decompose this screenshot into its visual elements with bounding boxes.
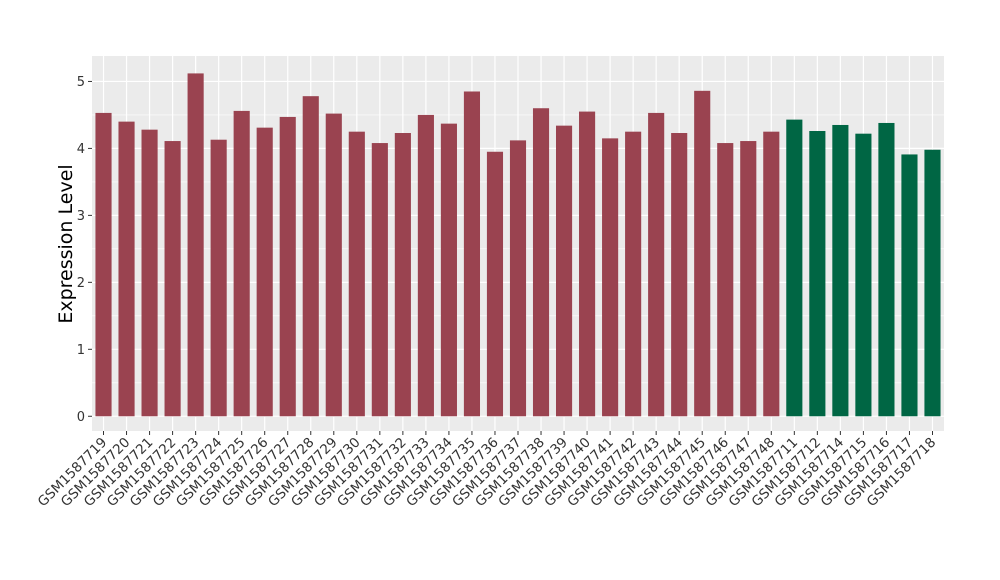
y-tick-label: 3: [77, 209, 85, 224]
bar-GSM1587731: [371, 143, 388, 417]
bar-GSM1587734: [440, 123, 457, 417]
bar-GSM1587735: [463, 91, 481, 417]
bar-GSM1587720: [118, 121, 135, 417]
bar-GSM1587746: [717, 143, 734, 417]
bar-GSM1587722: [164, 141, 181, 417]
x-axis: GSM1587719GSM1587720GSM1587721GSM1587722…: [35, 431, 939, 510]
bar-GSM1587725: [233, 110, 250, 417]
bar-GSM1587736: [486, 151, 504, 417]
bar-GSM1587717: [901, 154, 918, 417]
bar-GSM1587737: [509, 140, 527, 417]
bar-GSM1587747: [740, 141, 757, 417]
y-axis-label: Expression Level: [55, 164, 77, 323]
bar-GSM1587714: [832, 124, 849, 417]
bar-GSM1587718: [924, 149, 941, 417]
bar-GSM1587744: [671, 133, 688, 417]
y-tick-label: 2: [77, 276, 85, 291]
bar-GSM1587730: [348, 131, 365, 417]
bar-GSM1587723: [187, 73, 204, 417]
bar-GSM1587716: [878, 122, 895, 417]
bar-GSM1587742: [625, 131, 642, 417]
bar-GSM1587743: [648, 112, 665, 417]
bar-GSM1587732: [394, 133, 411, 417]
bar-GSM1587745: [694, 90, 711, 417]
bar-GSM1587740: [579, 111, 596, 417]
bar-GSM1587739: [555, 125, 573, 417]
bar-GSM1587727: [279, 116, 296, 417]
bar-GSM1587741: [602, 138, 619, 417]
bar-GSM1587711: [786, 119, 803, 417]
bar-GSM1587738: [532, 108, 550, 417]
y-tick-label: 1: [77, 343, 85, 358]
bar-GSM1587726: [256, 127, 273, 417]
bars: [95, 73, 941, 417]
y-tick-label: 0: [77, 410, 85, 425]
bar-GSM1587748: [763, 131, 780, 417]
y-axis: 0 1 2 3 4 5: [77, 75, 92, 425]
bar-GSM1587724: [210, 139, 227, 417]
bar-GSM1587715: [855, 133, 872, 417]
bar-GSM1587729: [325, 113, 342, 417]
y-tick-label: 4: [77, 142, 85, 157]
bar-GSM1587719: [95, 112, 112, 417]
bar-GSM1587721: [141, 129, 158, 417]
y-tick-label: 5: [77, 75, 85, 90]
bar-GSM1587733: [417, 114, 434, 417]
bar-GSM1587712: [809, 131, 826, 417]
bar-GSM1587728: [302, 96, 319, 417]
